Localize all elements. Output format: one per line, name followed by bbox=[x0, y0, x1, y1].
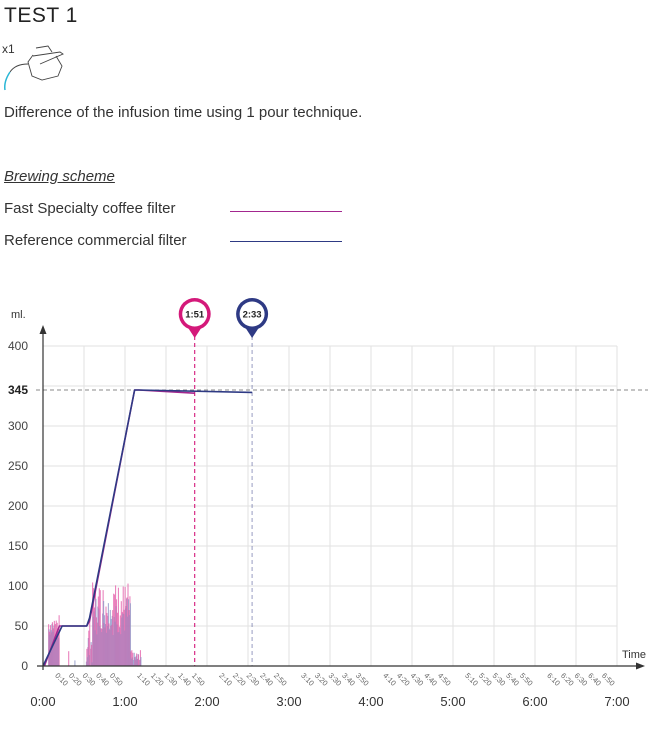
x-minor-tick-label: 5:20 bbox=[477, 671, 494, 688]
x-minor-tick-label: 6:50 bbox=[600, 671, 617, 688]
page-title: TEST 1 bbox=[4, 4, 78, 27]
pour-count: x1 bbox=[2, 42, 15, 56]
x-minor-tick-label: 2:20 bbox=[231, 671, 248, 688]
x-minor-tick-label: 0:10 bbox=[53, 671, 70, 688]
x-major-tick-label: 5:00 bbox=[440, 694, 465, 709]
x-minor-tick-label: 4:10 bbox=[381, 671, 398, 688]
x-minor-tick-label: 0:20 bbox=[67, 671, 84, 688]
x-minor-tick-label: 0:40 bbox=[94, 671, 111, 688]
x-minor-tick-label: 5:40 bbox=[504, 671, 521, 688]
x-minor-tick-label: 5:50 bbox=[518, 671, 535, 688]
y-tick-label: 250 bbox=[8, 459, 28, 473]
x-minor-tick-label: 6:30 bbox=[573, 671, 590, 688]
x-minor-tick-label: 4:30 bbox=[409, 671, 426, 688]
x-minor-tick-label: 4:50 bbox=[436, 671, 453, 688]
x-axis-label: Time bbox=[622, 649, 646, 661]
y-tick-label: 0 bbox=[21, 659, 28, 673]
marker-pin: 2:33 bbox=[236, 298, 269, 338]
flow-bars bbox=[48, 582, 142, 666]
x-minor-tick-label: 6:20 bbox=[559, 671, 576, 688]
x-minor-tick-label: 3:10 bbox=[299, 671, 316, 688]
y-tick-label: 150 bbox=[8, 539, 28, 553]
y-tick-label: 345 bbox=[8, 383, 28, 397]
x-axis-arrow bbox=[636, 662, 645, 670]
x-major-tick-label: 6:00 bbox=[522, 694, 547, 709]
y-tick-label: 300 bbox=[8, 419, 28, 433]
x-minor-tick-label: 5:30 bbox=[491, 671, 508, 688]
x-minor-tick-label: 0:50 bbox=[108, 671, 125, 688]
legend-heading: Brewing scheme bbox=[4, 168, 115, 185]
x-major-tick-label: 4:00 bbox=[358, 694, 383, 709]
marker-pin-inner bbox=[239, 301, 265, 327]
x-minor-tick-label: 3:50 bbox=[354, 671, 371, 688]
kettle-icon bbox=[4, 45, 64, 91]
description: Difference of the infusion time using 1 … bbox=[4, 104, 363, 121]
x-minor-tick-label: 6:10 bbox=[545, 671, 562, 688]
x-minor-tick-label: 0:30 bbox=[81, 671, 98, 688]
x-minor-tick-label: 2:30 bbox=[245, 671, 262, 688]
x-minor-tick-label: 4:20 bbox=[395, 671, 412, 688]
legend-line-fast bbox=[230, 211, 342, 212]
series-line-fast bbox=[43, 389, 195, 667]
x-minor-tick-label: 2:50 bbox=[272, 671, 289, 688]
x-minor-tick-label: 3:40 bbox=[340, 671, 357, 688]
x-minor-tick-label: 2:10 bbox=[217, 671, 234, 688]
x-major-tick-label: 1:00 bbox=[112, 694, 137, 709]
y-tick-label: 50 bbox=[15, 619, 29, 633]
y-axis-arrow bbox=[39, 325, 47, 334]
x-minor-tick-label: 1:50 bbox=[190, 671, 207, 688]
x-minor-tick-label: 2:40 bbox=[258, 671, 275, 688]
x-minor-tick-label: 1:10 bbox=[135, 671, 152, 688]
legend-line-reference bbox=[230, 241, 342, 242]
y-tick-label: 200 bbox=[8, 499, 28, 513]
x-major-tick-label: 0:00 bbox=[30, 694, 55, 709]
x-minor-tick-label: 1:20 bbox=[149, 671, 166, 688]
marker-pin-label: 2:33 bbox=[243, 310, 262, 321]
marker-pin: 1:51 bbox=[178, 298, 211, 338]
legend-item-fast: Fast Specialty coffee filter bbox=[4, 200, 176, 217]
x-major-tick-label: 2:00 bbox=[194, 694, 219, 709]
y-axis-label: ml. bbox=[11, 309, 26, 321]
marker-pin-label: 1:51 bbox=[185, 310, 205, 321]
x-minor-tick-label: 1:40 bbox=[176, 671, 193, 688]
infusion-chart: ml.Time0501001502002503003454000:100:200… bbox=[8, 298, 648, 709]
series-line-reference bbox=[42, 389, 253, 667]
y-tick-label: 400 bbox=[8, 339, 28, 353]
legend-item-reference: Reference commercial filter bbox=[4, 232, 187, 249]
marker-pin-inner bbox=[182, 301, 208, 327]
y-tick-label: 100 bbox=[8, 579, 28, 593]
x-minor-tick-label: 1:30 bbox=[163, 671, 180, 688]
x-minor-tick-label: 3:20 bbox=[313, 671, 330, 688]
x-major-tick-label: 7:00 bbox=[604, 694, 629, 709]
x-minor-tick-label: 6:40 bbox=[586, 671, 603, 688]
x-major-tick-label: 3:00 bbox=[276, 694, 301, 709]
x-minor-tick-label: 4:40 bbox=[422, 671, 439, 688]
x-minor-tick-label: 5:10 bbox=[463, 671, 480, 688]
x-minor-tick-label: 3:30 bbox=[327, 671, 344, 688]
